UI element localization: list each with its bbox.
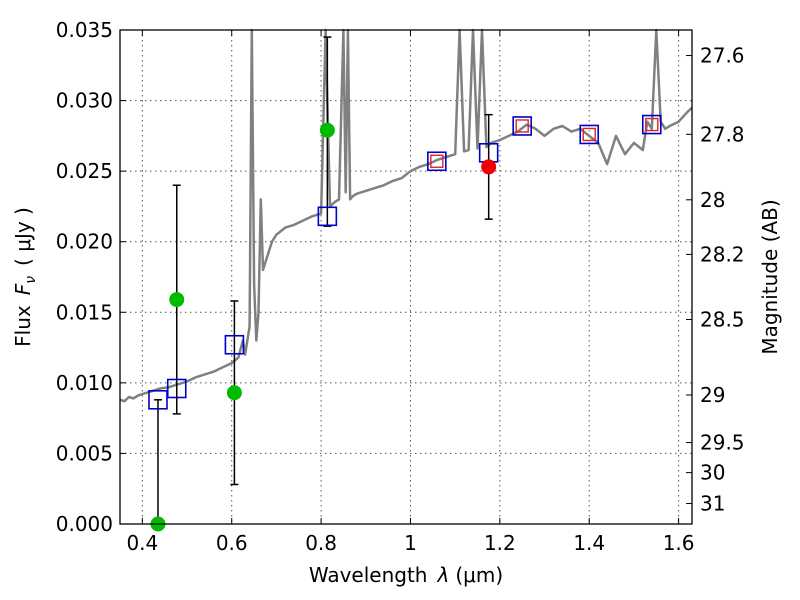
y2-tick-label: 30 [700, 461, 725, 485]
y-tick-label: 0.030 [56, 89, 113, 113]
y2-tick-label: 28.5 [700, 307, 745, 331]
x-tick-label: 1.4 [573, 531, 605, 555]
model-photometry-square [224, 334, 245, 355]
x-tick-label: 1 [404, 531, 417, 555]
model-photometry-square [166, 378, 187, 399]
observed-red-square [582, 127, 596, 142]
observed-red-square [645, 117, 659, 132]
x-tick-label: 1.6 [663, 531, 695, 555]
y2-axis-title: Magnitude (AB) [758, 199, 782, 354]
axes: 0.4 0.6 0.8 1 1.2 1.4 1.6 0.000 0.005 0.010 0.015 0… [56, 18, 745, 555]
y-tick-label: 0.015 [56, 300, 113, 324]
markers-layer [148, 114, 662, 532]
model-photometry-square [512, 116, 532, 136]
y-tick-label: 0.000 [56, 512, 113, 536]
x-tick-label: 0.8 [305, 531, 337, 555]
y-tick-label: 0.035 [56, 18, 113, 42]
x-tick-label: 1.2 [484, 531, 516, 555]
observed-point [481, 159, 497, 175]
x-tick-label: 0.4 [126, 531, 158, 555]
y2-tick-label: 27.8 [700, 122, 745, 146]
x-tick-label: 0.6 [216, 531, 248, 555]
observed-point [319, 122, 335, 138]
sed-model-layer [119, 28, 693, 403]
y-tick-label: 0.020 [56, 230, 113, 254]
plot-frame [119, 29, 693, 525]
y2-tick-label: 31 [700, 492, 725, 516]
model-photometry-square [317, 206, 338, 227]
y2-tick-label: 29 [700, 383, 725, 407]
y2-tick-label: 28.2 [700, 242, 745, 266]
x-axis-title: Wavelength λ (μm) [309, 563, 503, 587]
y-tick-label: 0.005 [56, 441, 113, 465]
model-photometry-square [148, 389, 168, 410]
observed-red-square [430, 154, 444, 168]
y2-tick-label: 28 [700, 188, 725, 212]
model-photometry-square [579, 124, 600, 145]
y-axis-title: FluxFν( μJy ) [11, 207, 39, 347]
model-photometry-square [641, 114, 662, 135]
y2-tick-label: 27.6 [700, 44, 745, 68]
observed-red-square [515, 119, 529, 133]
y-tick-label: 0.025 [56, 159, 113, 183]
sed-model-line [119, 28, 693, 403]
y2-tick-label: 29.5 [700, 431, 745, 455]
y-tick-label: 0.010 [56, 371, 113, 395]
observed-point [169, 292, 185, 308]
observed-point [226, 385, 242, 401]
model-photometry-square [427, 151, 447, 172]
